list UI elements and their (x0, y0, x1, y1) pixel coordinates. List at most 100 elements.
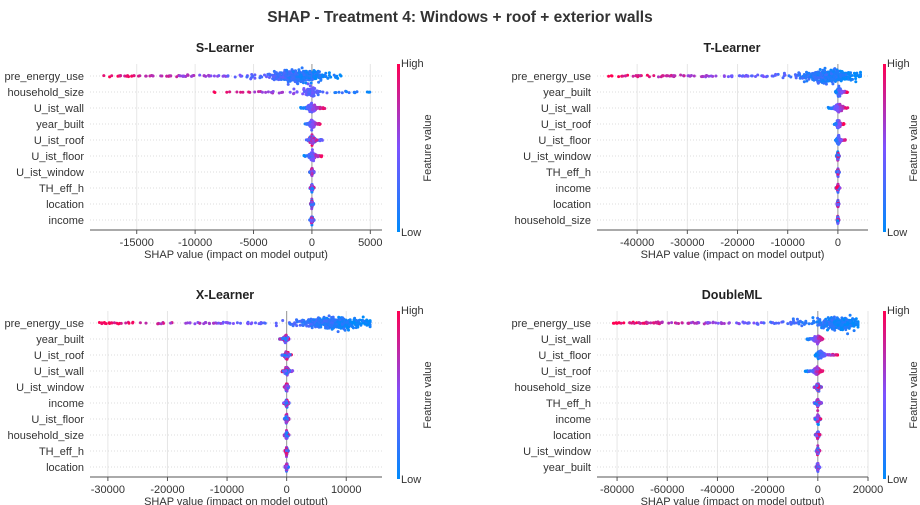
shap-point (669, 73, 673, 77)
shap-point (661, 74, 665, 78)
feature-points (833, 133, 847, 146)
shap-point (277, 91, 281, 95)
shap-point (309, 322, 313, 326)
shap-point (251, 74, 255, 78)
shap-point (291, 78, 295, 82)
shap-point (850, 74, 854, 77)
shap-point (263, 321, 267, 325)
shap-point (336, 330, 340, 334)
feature-label: U_ist_window (16, 382, 84, 394)
shap-point (802, 73, 806, 76)
shap-point (216, 74, 220, 78)
shap-point (302, 154, 306, 157)
shap-point (292, 87, 296, 91)
shap-point (804, 76, 808, 80)
shap-point (305, 122, 309, 126)
shap-point (239, 90, 243, 94)
shap-point (331, 318, 335, 322)
shap-point (832, 75, 836, 79)
shap-point (352, 318, 356, 322)
shap-point (144, 321, 148, 325)
shap-point (345, 320, 349, 324)
panel-title: X-Learner (196, 288, 254, 302)
shap-point (293, 321, 297, 325)
shap-point (836, 203, 840, 207)
shap-point (295, 75, 299, 79)
shap-point (704, 74, 708, 78)
shap-point (361, 319, 365, 323)
shap-point (315, 138, 319, 142)
shap-point (221, 74, 225, 78)
shap-point (305, 106, 309, 110)
shap-point (100, 322, 104, 326)
shap-point (102, 74, 106, 78)
shap-point (132, 74, 136, 78)
feature-points (607, 66, 862, 86)
shap-point (286, 82, 290, 86)
shap-point (245, 75, 249, 78)
shap-point (277, 78, 280, 82)
shap-point (689, 74, 693, 77)
colorbar-label: Feature value (908, 114, 920, 181)
shap-point (281, 319, 285, 322)
shap-point (315, 323, 319, 327)
shap-point (259, 322, 263, 326)
shap-point (842, 77, 846, 81)
shap-point (156, 322, 160, 326)
shap-point (304, 69, 308, 73)
figure-title: SHAP - Treatment 4: Windows + roof + ext… (267, 9, 653, 26)
x-tick-label: 0 (309, 237, 315, 249)
feature-points (834, 167, 841, 179)
shap-point (679, 73, 683, 77)
shap-point (756, 73, 760, 77)
shap-point (264, 90, 268, 94)
shap-point (119, 321, 123, 325)
shap-point (103, 321, 107, 325)
shap-point (319, 78, 323, 82)
shap-point (323, 322, 327, 326)
shap-point (314, 73, 318, 77)
feature-label: U_ist_window (523, 151, 591, 163)
shap-point (339, 325, 343, 329)
shap-point (823, 66, 827, 70)
shap-point (844, 73, 848, 77)
shap-point (301, 92, 305, 96)
shap-point (235, 90, 239, 94)
shap-point (807, 77, 811, 81)
x-tick-label: -5000 (239, 237, 267, 249)
shap-point (838, 69, 842, 73)
panel-x-learner: X-Learnerpre_energy_useyear_builtU_ist_r… (4, 288, 434, 505)
shap-point (332, 73, 336, 77)
shap-point (838, 93, 842, 97)
shap-point (365, 318, 369, 322)
shap-point (835, 78, 839, 82)
feature-points (303, 118, 322, 132)
x-tick-label: -30000 (670, 237, 704, 249)
shap-point (228, 321, 232, 325)
shap-point (159, 322, 163, 326)
shap-point (112, 321, 116, 325)
feature-points (278, 333, 291, 345)
feature-points (833, 84, 849, 98)
shap-point (288, 322, 292, 325)
shap-point (274, 321, 278, 325)
shap-point (213, 91, 217, 94)
shap-point (342, 327, 346, 331)
shap-point (226, 74, 230, 78)
shap-point (700, 75, 703, 79)
shap-point (847, 72, 851, 76)
shap-point (297, 75, 301, 79)
shap-point (341, 316, 344, 320)
shap-point (826, 75, 830, 79)
shap-point (741, 74, 745, 78)
shap-point (239, 321, 242, 325)
feature-label: U_ist_floor (31, 414, 84, 426)
shap-point (260, 90, 264, 94)
feature-label: household_size (8, 430, 84, 442)
shap-point (338, 318, 342, 322)
panel-title: S-Learner (196, 41, 254, 55)
shap-point (859, 73, 862, 77)
shap-point (714, 74, 718, 78)
shap-point (347, 91, 351, 95)
